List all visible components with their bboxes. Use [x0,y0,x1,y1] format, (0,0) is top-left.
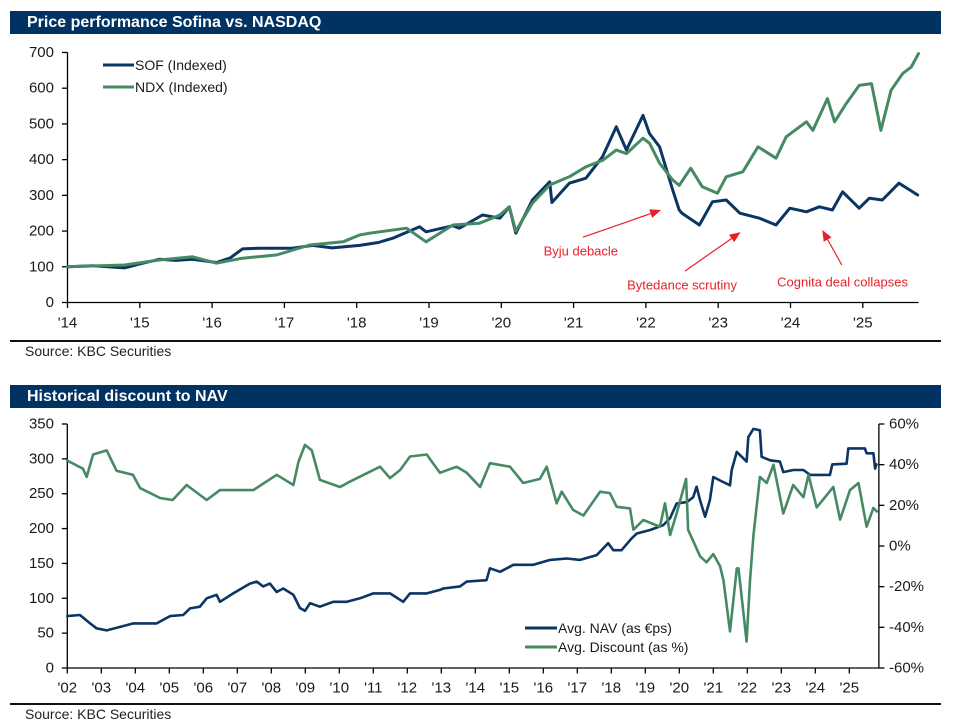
x-tick-label: '18 [347,315,367,332]
x-tick-label: '19 [419,315,439,332]
x-tick-label: '12 [398,680,418,697]
left-y-tick-label: 300 [29,450,54,467]
series-line-avg-discount-as [66,443,879,643]
x-tick-label: '05 [160,680,180,697]
x-tick-label: '22 [636,315,656,332]
left-y-tick-label: 100 [29,590,54,607]
x-tick-label: '02 [58,680,78,697]
right-y-tick-label: -60% [889,660,924,677]
x-tick-label: '08 [262,680,282,697]
x-tick-label: '15 [500,680,520,697]
annotation-label: Cognita deal collapses [777,275,908,290]
x-tick-label: '21 [704,680,724,697]
chart1-title: Price performance Sofina vs. NASDAQ [27,14,322,31]
series-line-ndx-indexed [66,52,920,269]
x-tick-label: '04 [126,680,146,697]
legend-label: SOF (Indexed) [135,57,227,73]
y-tick-label: 500 [29,115,54,132]
x-tick-label: '23 [708,315,728,332]
right-y-tick-label: 40% [889,456,919,473]
y-tick-label: 200 [29,223,54,240]
y-tick-label: 300 [29,187,54,204]
left-y-tick-label: 350 [29,416,54,433]
annotation-arrow-line [684,237,732,272]
x-tick-label: '24 [781,315,801,332]
x-tick-label: '09 [296,680,316,697]
annotation-label: Bytedance scrutiny [627,278,737,293]
left-y-tick-label: 50 [37,625,54,642]
chart2-title: Historical discount to NAV [27,388,228,405]
left-y-tick-label: 150 [29,555,54,572]
annotation-arrowhead [822,230,832,242]
chart2-bottom-divider [10,703,941,705]
annotation-arrowhead [729,232,741,243]
y-tick-label: 0 [46,294,54,311]
x-tick-label: '03 [92,680,112,697]
right-y-tick-label: 60% [889,416,919,433]
x-tick-label: '20 [492,315,512,332]
y-tick-label: 600 [29,80,54,97]
x-tick-label: '17 [275,315,295,332]
x-tick-label: '19 [636,680,656,697]
x-tick-label: '20 [670,680,690,697]
annotation-label: Byju debacle [544,244,618,259]
left-y-tick-label: 200 [29,520,54,537]
x-tick-label: '21 [564,315,584,332]
chart1-bottom-divider [10,340,941,342]
chart2-title-bar: Historical discount to NAV [10,385,941,408]
x-tick-label: '15 [130,315,150,332]
right-y-tick-label: 0% [889,538,911,555]
right-y-tick-label: -20% [889,578,924,595]
chart2-source-note: Source: KBC Securities [25,706,172,722]
x-tick-label: '11 [364,680,382,697]
y-tick-label: 400 [29,151,54,168]
series-line-sof-indexed [66,113,920,270]
left-y-tick-label: 250 [29,485,54,502]
annotation-arrow-line [827,239,843,266]
x-tick-label: '13 [432,680,452,697]
x-tick-label: '25 [840,680,860,697]
chart1-title-bar: Price performance Sofina vs. NASDAQ [10,11,941,34]
x-tick-label: '17 [568,680,588,697]
legend-label: Avg. NAV (as €ps) [558,620,672,636]
x-tick-label: '23 [772,680,792,697]
x-tick-label: '22 [738,680,758,697]
annotation-arrowhead [649,209,662,218]
x-tick-label: '24 [806,680,826,697]
right-y-tick-label: -40% [889,619,924,636]
y-tick-label: 100 [29,258,54,275]
left-y-tick-label: 0 [46,660,54,677]
discount-to-nav-chart: 0 50 100 150 200 250 300 350 60% 40% 20% 0% -20% -40%… [29,416,924,697]
x-tick-label: '16 [202,315,222,332]
right-y-tick-label: 20% [889,497,919,514]
series-line-avg-nav-as-ps [66,427,878,632]
x-tick-label: '16 [534,680,554,697]
chart1-source-note: Source: KBC Securities [25,343,172,359]
price-performance-chart: 0 100 200 300 400 500 600 700 '14 '15 '16 '17 '18 '19… [29,44,920,332]
legend-label: Avg. Discount (as %) [558,639,688,655]
x-tick-label: '07 [228,680,248,697]
y-tick-label: 700 [29,44,54,61]
x-tick-label: '06 [194,680,214,697]
x-tick-label: '14 [466,680,486,697]
legend-label: NDX (Indexed) [135,79,228,95]
x-tick-label: '25 [853,315,873,332]
x-tick-label: '18 [602,680,622,697]
x-tick-label: '14 [58,315,78,332]
x-tick-label: '10 [330,680,350,697]
annotation-arrow-line [582,213,651,238]
